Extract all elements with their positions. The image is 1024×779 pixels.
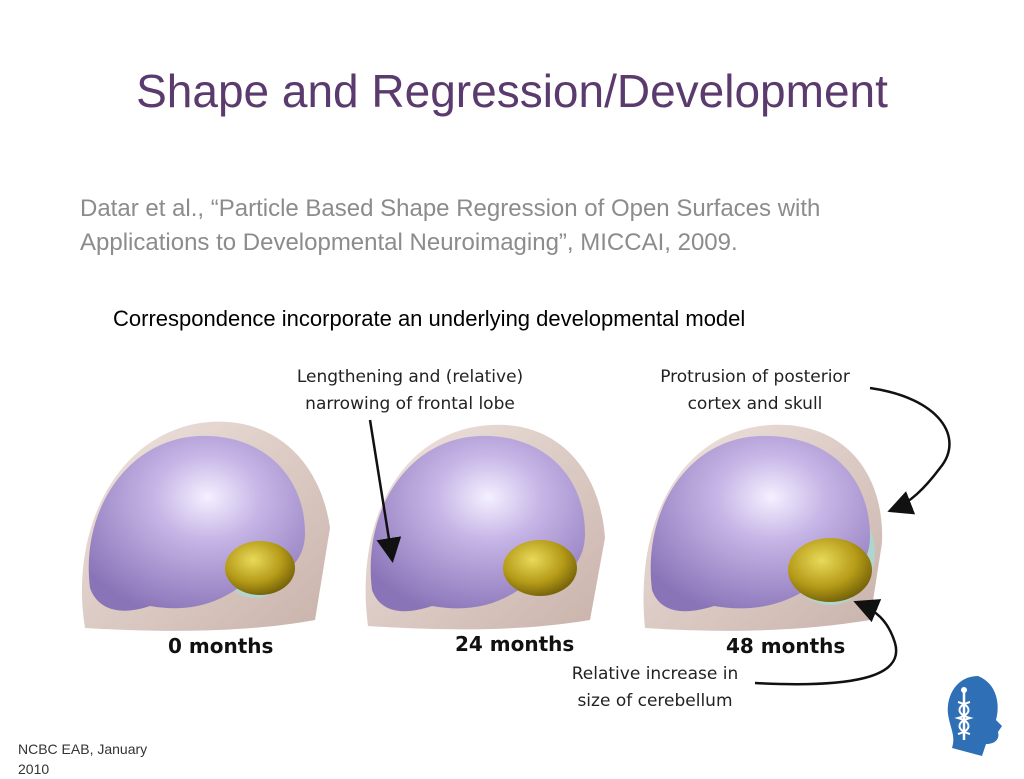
posterior-cortex-annotation: Protrusion of posterior cortex and skull <box>640 364 870 418</box>
citation: Datar et al., “Particle Based Shape Regr… <box>80 192 980 260</box>
cerebellum-shape <box>788 538 872 602</box>
brain-0-months <box>81 421 330 631</box>
footer-line-1: NCBC EAB, January <box>18 741 148 757</box>
brain-24-months <box>365 424 605 630</box>
slide-title: Shape and Regression/Development <box>136 65 888 117</box>
brain-illustrations <box>81 386 951 686</box>
footer-line-2: 2010 <box>18 761 50 777</box>
posterior-arrow <box>869 386 951 515</box>
brain-48-months <box>643 424 883 631</box>
brain-development-figure: Lengthening and (relative) narrowing of … <box>70 358 970 728</box>
cerebellum-annotation: Relative increase in size of cerebellum <box>555 661 755 715</box>
cerebellum-annotation-line-1: Relative increase in <box>571 664 739 684</box>
cerebellum-shape <box>225 541 295 595</box>
age-label-0-months: 0 months <box>168 634 274 658</box>
slide-subtitle: Correspondence incorporate an underlying… <box>113 306 746 331</box>
frontal-annotation-line-2: narrowing of frontal lobe <box>305 394 515 414</box>
cerebellum-annotation-line-2: size of cerebellum <box>577 691 733 711</box>
cerebellum-shape <box>503 540 577 596</box>
age-label-48-months: 48 months <box>726 634 846 658</box>
posterior-annotation-line-2: cortex and skull <box>687 394 823 414</box>
frontal-lobe-annotation: Lengthening and (relative) narrowing of … <box>285 364 535 418</box>
frontal-arrow <box>368 419 402 563</box>
slicer-logo-icon <box>947 676 1002 756</box>
posterior-annotation-line-1: Protrusion of posterior <box>660 367 850 387</box>
citation-line-2: Applications to Developmental Neuroimagi… <box>80 229 738 256</box>
slide-footer: NCBC EAB, January 2010 <box>18 739 198 779</box>
age-label-24-months: 24 months <box>455 632 575 656</box>
citation-line-1: Datar et al., “Particle Based Shape Regr… <box>80 195 821 222</box>
frontal-annotation-line-1: Lengthening and (relative) <box>296 367 524 387</box>
cerebellum-arrow <box>754 599 898 686</box>
